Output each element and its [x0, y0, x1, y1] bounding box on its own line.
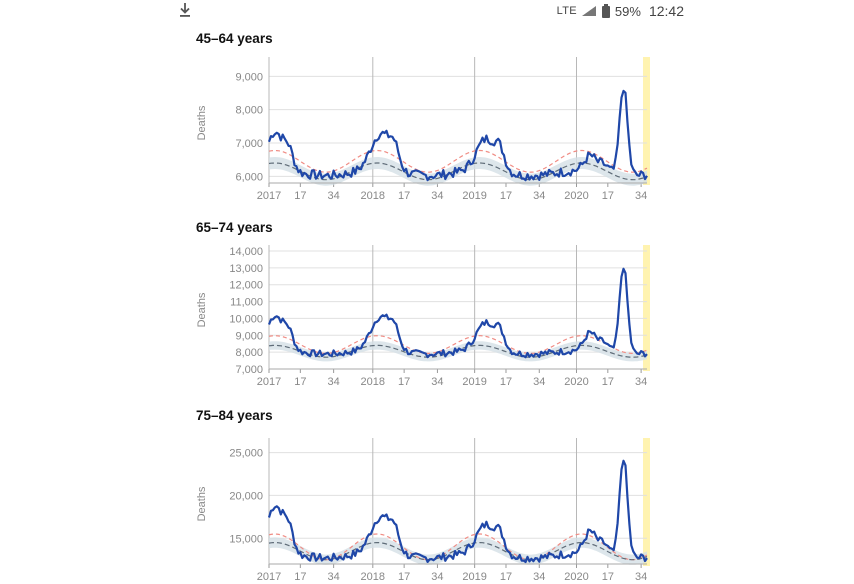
x-tick-label: 34 [533, 571, 545, 583]
x-tick-label: 2020 [564, 571, 588, 583]
y-tick-label: 13,000 [229, 263, 263, 275]
x-tick-label: 17 [602, 571, 614, 583]
x-tick-label: 34 [431, 376, 443, 388]
chart-75-84: 15,000 20,000 25,000 Deaths 2017 17 34 2018 17 34… [196, 438, 650, 583]
y-tick-label: 7,000 [235, 364, 263, 376]
x-tick-label: 34 [635, 190, 647, 202]
x-tick-label: 2019 [462, 190, 486, 202]
y-axis-label: Deaths [196, 292, 208, 327]
y-tick-label: 20,000 [229, 490, 263, 502]
y-axis-label: Deaths [196, 486, 208, 521]
x-tick-label: 2017 [257, 376, 281, 388]
chart-65-74: 7,000 8,000 9,000 10,000 11,000 12,000 13,000 1… [196, 245, 650, 388]
x-tick-label: 34 [431, 190, 443, 202]
y-tick-label: 8,000 [235, 347, 263, 359]
chart-title-45-64: 45–64 years [196, 31, 273, 46]
x-tick-label: 2018 [361, 571, 385, 583]
signal-icon [581, 6, 596, 16]
actual-deaths-line [267, 459, 648, 564]
x-tick-label: 17 [500, 376, 512, 388]
x-tick-label: 17 [398, 190, 410, 202]
y-tick-label: 14,000 [229, 246, 263, 258]
x-tick-label: 34 [533, 190, 545, 202]
x-tick-label: 17 [294, 376, 306, 388]
x-tick-label: 2018 [361, 376, 385, 388]
x-tick-label: 2020 [564, 190, 588, 202]
y-tick-label: 15,000 [229, 533, 263, 545]
x-tick-label: 2019 [462, 376, 486, 388]
x-tick-label: 34 [533, 376, 545, 388]
x-tick-label: 34 [431, 571, 443, 583]
x-tick-label: 2017 [257, 571, 281, 583]
x-tick-label: 2017 [257, 190, 281, 202]
status-bar: LTE 59% 12:42 [0, 0, 854, 24]
chart-title-65-74: 65–74 years [196, 220, 273, 235]
x-tick-label: 17 [398, 571, 410, 583]
network-type: LTE [556, 5, 577, 17]
x-tick-label: 34 [328, 571, 340, 583]
x-tick-label: 34 [328, 376, 340, 388]
expected-threshold-line [268, 149, 648, 173]
x-tick-label: 17 [294, 190, 306, 202]
x-tick-label: 17 [602, 190, 614, 202]
actual-deaths-line [267, 89, 648, 182]
y-tick-label: 9,000 [235, 330, 263, 342]
y-tick-label: 8,000 [235, 105, 263, 117]
x-tick-label: 34 [328, 190, 340, 202]
y-tick-label: 7,000 [235, 138, 263, 150]
actual-deaths-line [267, 267, 648, 359]
x-tick-label: 17 [602, 376, 614, 388]
y-tick-label: 10,000 [229, 313, 263, 325]
recent-weeks-highlight [643, 438, 650, 566]
download-icon [180, 3, 190, 17]
battery-icon [601, 4, 610, 18]
x-tick-label: 17 [500, 571, 512, 583]
x-tick-label: 34 [635, 571, 647, 583]
x-tick-label: 17 [294, 571, 306, 583]
recent-weeks-highlight [643, 245, 650, 371]
clock: 12:42 [648, 3, 684, 19]
y-tick-label: 9,000 [235, 71, 263, 83]
y-tick-label: 25,000 [229, 448, 263, 460]
y-tick-label: 11,000 [230, 297, 263, 309]
chart-title-75-84: 75–84 years [196, 408, 273, 423]
x-tick-label: 2020 [564, 376, 588, 388]
battery-percent: 59% [614, 3, 641, 19]
x-tick-label: 17 [398, 376, 410, 388]
y-axis-label: Deaths [196, 105, 208, 140]
x-tick-label: 17 [500, 190, 512, 202]
y-tick-label: 6,000 [235, 171, 263, 183]
x-tick-label: 2018 [361, 190, 385, 202]
chart-45-64: 6,000 7,000 8,000 9,000 Deaths 2017 17 34 2018 17… [196, 57, 650, 202]
x-tick-label: 2019 [462, 571, 486, 583]
y-tick-label: 12,000 [229, 280, 263, 292]
recent-weeks-highlight [643, 57, 650, 185]
x-tick-label: 34 [635, 376, 647, 388]
